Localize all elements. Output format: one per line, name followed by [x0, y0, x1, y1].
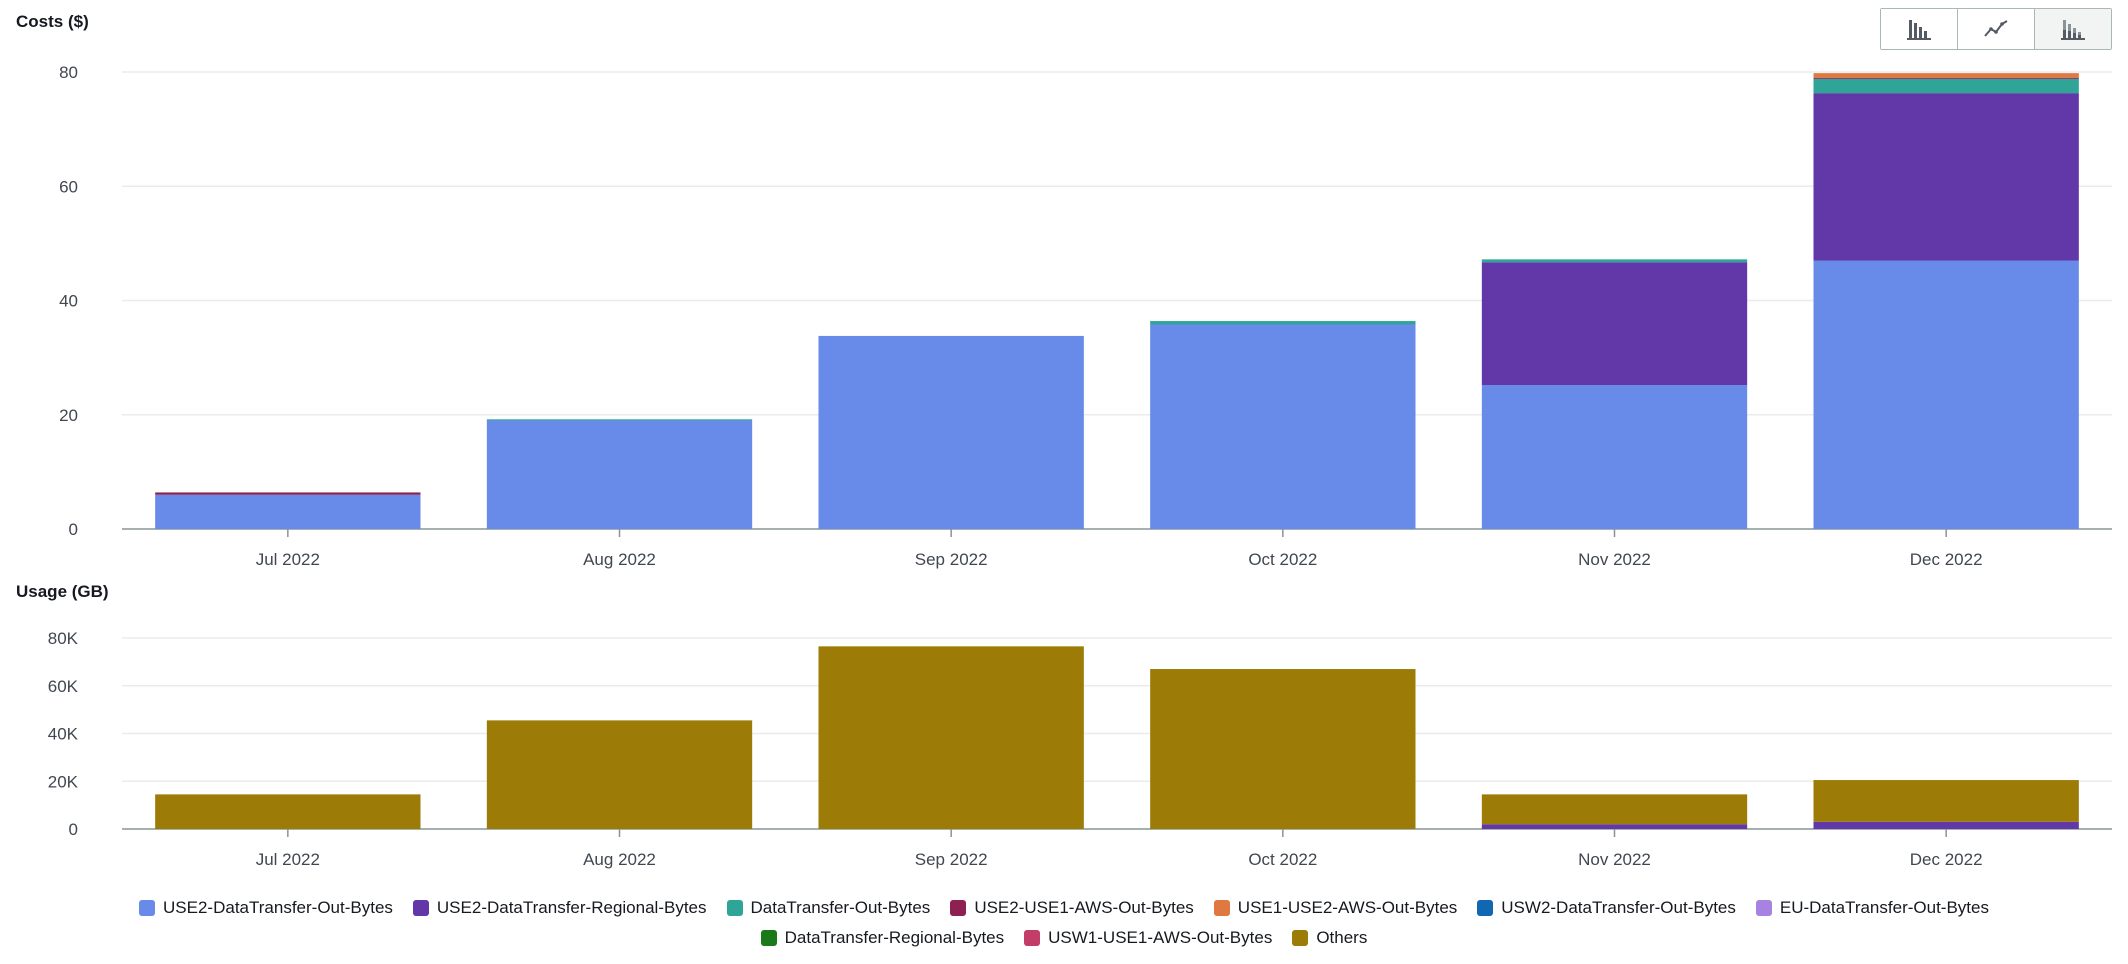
legend-item[interactable]: USW2-DataTransfer-Out-Bytes — [1477, 898, 1736, 918]
legend-label: EU-DataTransfer-Out-Bytes — [1779, 898, 1989, 917]
y-tick-label: 80K — [48, 629, 79, 648]
legend-swatch — [1292, 930, 1309, 946]
bar-segment[interactable] — [486, 419, 753, 421]
y-tick-label: 40K — [48, 725, 79, 744]
legend-row: DataTransfer-Regional-Bytes USW1-USE1-AWS… — [0, 928, 2128, 948]
y-tick-label: 40 — [59, 292, 78, 311]
legend-swatch — [726, 900, 743, 916]
legend-row: USE2-DataTransfer-Out-Bytes USE2-DataTran… — [0, 898, 2128, 918]
bar-segment[interactable] — [1481, 824, 1748, 829]
chart-legend: USE2-DataTransfer-Out-Bytes USE2-DataTran… — [0, 898, 2128, 958]
x-tick-label: Sep 2022 — [915, 850, 988, 869]
legend-swatch — [1024, 930, 1041, 946]
bar-segment[interactable] — [1150, 324, 1416, 529]
legend-item[interactable]: USE2-USE1-AWS-Out-Bytes — [950, 898, 1194, 918]
bar-segment[interactable] — [1813, 821, 2079, 829]
bar-segment[interactable] — [1813, 78, 2079, 94]
legend-label: USE2-DataTransfer-Out-Bytes — [163, 898, 393, 917]
bar-segment[interactable] — [1481, 794, 1748, 825]
cost-chart: 0 20 40 60 80 Jul 2022 Aug 2022 Sep 2022 Oct 202… — [59, 63, 2112, 569]
bar-segment[interactable] — [1481, 259, 1748, 263]
legend-label: USW1-USE1-AWS-Out-Bytes — [1048, 928, 1273, 947]
x-tick-label: Aug 2022 — [583, 550, 656, 569]
bar-segment[interactable] — [1481, 385, 1748, 529]
bar-segment[interactable] — [1150, 321, 1416, 325]
x-tick-label: Oct 2022 — [1248, 550, 1317, 569]
legend-swatch — [1213, 900, 1230, 916]
bar-segment[interactable] — [1813, 73, 2079, 78]
x-tick-label: Aug 2022 — [583, 850, 656, 869]
y-tick-label: 0 — [69, 520, 78, 539]
legend-label: USE2-DataTransfer-Regional-Bytes — [436, 898, 707, 917]
bar-segment[interactable] — [1813, 93, 2079, 261]
bar-segment[interactable] — [155, 494, 421, 529]
x-tick-label: Dec 2022 — [1910, 850, 1983, 869]
usage-chart-title: Usage (GB) — [16, 582, 109, 601]
legend-swatch — [1755, 900, 1772, 916]
y-tick-label: 60K — [48, 677, 79, 696]
y-tick-label: 80 — [59, 63, 78, 82]
cost-chart-title: Costs ($) — [16, 12, 89, 31]
legend-item[interactable]: USW1-USE1-AWS-Out-Bytes — [1024, 928, 1272, 948]
y-tick-label: 20K — [48, 772, 79, 791]
legend-item[interactable]: USE2-DataTransfer-Regional-Bytes — [412, 898, 707, 918]
bar-segment[interactable] — [1150, 669, 1416, 829]
bar-segment[interactable] — [1813, 77, 2079, 79]
stacked-bar-chart-button[interactable] — [2035, 9, 2111, 49]
chart-type-toggle — [1880, 8, 2112, 50]
x-tick-label: Dec 2022 — [1910, 550, 1983, 569]
bar-segment[interactable] — [486, 420, 753, 529]
bar-segment[interactable] — [155, 492, 421, 495]
stacked-bar-chart-icon — [2061, 20, 2085, 40]
bar-segment[interactable] — [486, 720, 753, 829]
legend-swatch — [139, 900, 156, 916]
legend-label: DataTransfer-Out-Bytes — [750, 898, 931, 917]
bar-chart-icon — [1907, 20, 1931, 40]
legend-swatch — [1477, 900, 1494, 916]
legend-item[interactable]: DataTransfer-Regional-Bytes — [760, 928, 1005, 948]
bar-chart-button[interactable] — [1881, 9, 1958, 49]
legend-label: DataTransfer-Regional-Bytes — [784, 928, 1005, 947]
x-tick-label: Nov 2022 — [1578, 550, 1651, 569]
legend-item[interactable]: DataTransfer-Out-Bytes — [726, 898, 931, 918]
x-tick-label: Jul 2022 — [256, 550, 320, 569]
y-tick-label: 0 — [69, 820, 78, 839]
legend-label: USE1-USE2-AWS-Out-Bytes — [1237, 898, 1458, 917]
legend-item[interactable]: Others — [1292, 928, 1367, 948]
legend-label: USE2-USE1-AWS-Out-Bytes — [974, 898, 1194, 917]
bar-segment[interactable] — [1813, 780, 2079, 822]
bar-segment[interactable] — [1813, 260, 2079, 529]
bar-segment[interactable] — [818, 335, 1084, 529]
line-chart-button[interactable] — [1958, 9, 2035, 49]
bar-segment[interactable] — [818, 646, 1084, 829]
legend-swatch — [412, 900, 429, 916]
legend-swatch — [760, 930, 777, 946]
x-tick-label: Oct 2022 — [1248, 850, 1317, 869]
y-tick-label: 60 — [59, 177, 78, 196]
x-tick-label: Sep 2022 — [915, 550, 988, 569]
usage-chart: 0 20K 40K 60K 80K Jul 2022 Aug 2022 Sep 2022 Oct… — [48, 629, 2112, 869]
bar-segment[interactable] — [155, 794, 421, 829]
legend-label: USW2-DataTransfer-Out-Bytes — [1501, 898, 1736, 917]
legend-item[interactable]: EU-DataTransfer-Out-Bytes — [1755, 898, 1989, 918]
y-tick-label: 20 — [59, 406, 78, 425]
line-chart-icon — [1984, 20, 2008, 37]
legend-label: Others — [1316, 928, 1368, 947]
x-tick-label: Jul 2022 — [256, 850, 320, 869]
legend-item[interactable]: USE2-DataTransfer-Out-Bytes — [139, 898, 393, 918]
x-tick-label: Nov 2022 — [1578, 850, 1651, 869]
legend-item[interactable]: USE1-USE2-AWS-Out-Bytes — [1213, 898, 1458, 918]
legend-swatch — [950, 900, 967, 916]
bar-segment[interactable] — [1481, 262, 1748, 386]
